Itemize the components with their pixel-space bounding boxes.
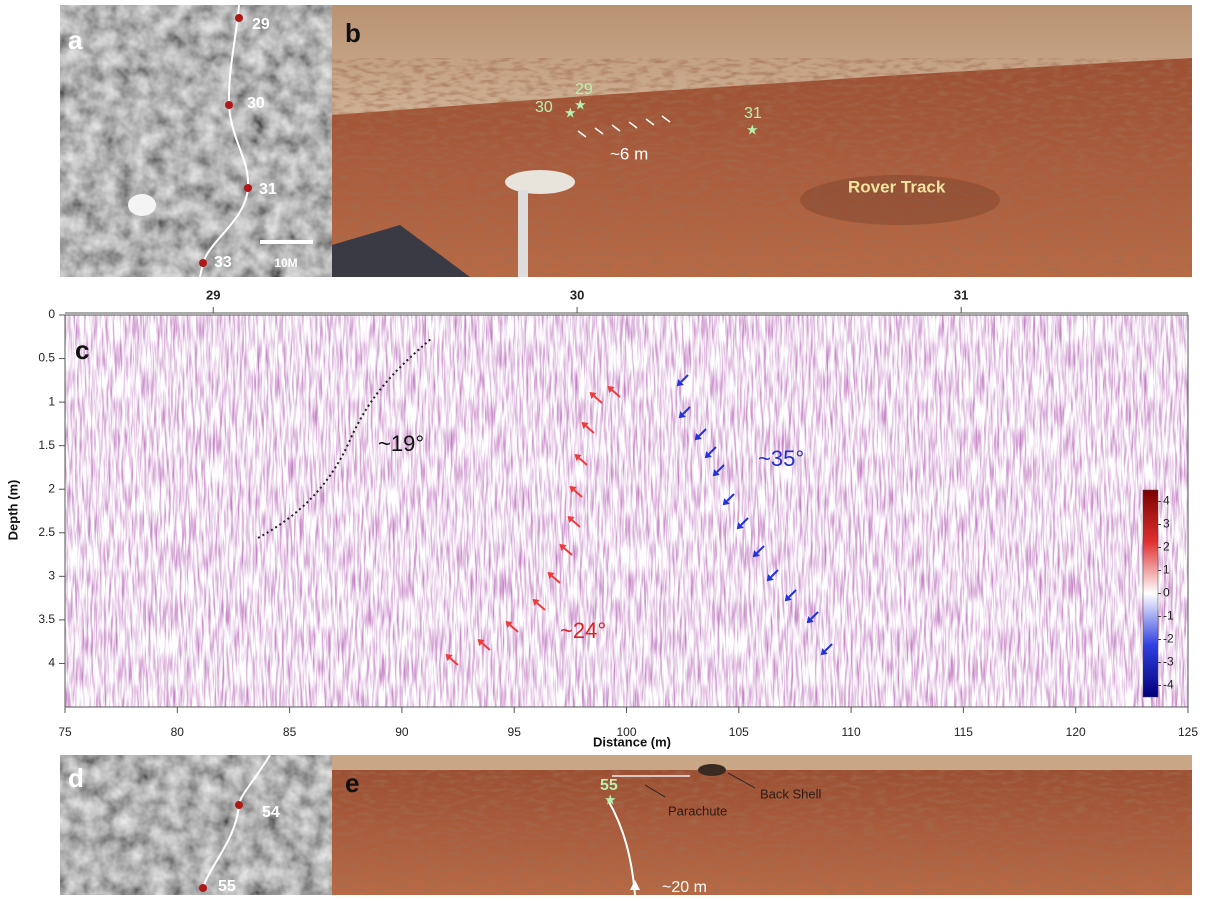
colorbar-tick-label: 0: [1163, 586, 1170, 600]
x-tick-label: 90: [395, 725, 409, 739]
track-label: Rover Track: [848, 177, 946, 196]
top-tick-label: 31: [954, 287, 968, 302]
x-tick-label: 95: [508, 725, 522, 739]
waypoint-dot: [225, 101, 233, 109]
angle-label: ~24°: [560, 618, 606, 643]
panel-letter: c: [75, 335, 89, 365]
colorbar-tick-label: -2: [1163, 632, 1174, 646]
x-tick-label: 110: [842, 725, 861, 739]
waypoint-label: 54: [262, 804, 280, 821]
waypoint-label: 30: [247, 95, 265, 112]
y-axis-label: Depth (m): [5, 480, 20, 541]
y-tick-label: 1: [48, 394, 55, 408]
x-tick-label: 80: [171, 725, 185, 739]
y-tick-label: 3: [48, 569, 55, 583]
y-tick-label: 0: [48, 307, 55, 321]
waypoint-label: 31: [744, 105, 762, 122]
orbital-texture: [60, 5, 332, 277]
panel-letter: a: [68, 25, 83, 55]
colorbar-tick-label: 1: [1163, 563, 1170, 577]
x-tick-label: 100: [616, 725, 636, 739]
waypoint-dot: [199, 259, 207, 267]
angle-label: ~19°: [378, 431, 424, 456]
top-tick-label: 30: [570, 287, 584, 302]
panel-letter: e: [345, 768, 359, 798]
radargram: [65, 315, 1188, 707]
y-tick-label: 0.5: [38, 351, 55, 365]
colorbar-tick-label: 3: [1163, 517, 1170, 531]
waypoint-label: 33: [214, 254, 232, 271]
waypoint-label: 55: [218, 878, 236, 895]
back-shell: [698, 764, 726, 776]
x-tick-label: 115: [954, 725, 973, 739]
x-tick-label: 125: [1178, 725, 1198, 739]
top-tick-label: 29: [206, 287, 220, 302]
mast: [518, 190, 528, 277]
waypoint-dot: [199, 884, 207, 892]
panel-d: d 54 55: [60, 755, 332, 895]
waypoint-label: 31: [259, 181, 277, 198]
y-tick-label: 2.5: [38, 525, 55, 539]
x-tick-label: 120: [1066, 725, 1086, 739]
y-tick-label: 4: [48, 656, 55, 670]
waypoint-dot: [244, 184, 252, 192]
y-tick-label: 3.5: [38, 612, 55, 626]
y-tick-label: 1.5: [38, 438, 55, 452]
panel-e: e 55 ★ Parachute Back Shell ~20 m: [332, 755, 1192, 896]
colorbar-tick-label: -3: [1163, 655, 1174, 669]
distance-label: ~6 m: [610, 144, 648, 163]
waypoint-dot: [235, 14, 243, 22]
back-shell-label: Back Shell: [760, 786, 822, 801]
antenna: [505, 170, 575, 194]
star: ★: [574, 97, 587, 113]
y-tick-label: 2: [48, 481, 55, 495]
star: ★: [604, 792, 617, 808]
figure: a 29 30 31 33 10M b 29 30 31 ★ ★ ★ ~6 m …: [0, 0, 1206, 901]
colorbar: [1143, 490, 1158, 697]
scale-label: 10M: [274, 256, 297, 270]
panel-b: b 29 30 31 ★ ★ ★ ~6 m Rover Track: [332, 5, 1192, 277]
waypoint-label: 29: [575, 81, 593, 98]
colorbar-tick-label: -4: [1163, 678, 1174, 692]
angle-label: ~35°: [758, 446, 804, 471]
panel-letter: b: [345, 18, 361, 48]
orbital-texture: [60, 755, 332, 895]
panel-letter: d: [68, 763, 84, 793]
x-tick-label: 105: [729, 725, 749, 739]
bright-rock: [128, 194, 156, 216]
colorbar-tick-label: -1: [1163, 609, 1174, 623]
panel-a: a 29 30 31 33 10M: [60, 5, 332, 277]
x-tick-label: 75: [58, 725, 72, 739]
parachute-label: Parachute: [668, 803, 727, 818]
waypoint-label: 29: [252, 16, 270, 33]
panel-c: c ~19° ~24° ~35° Distance (m) Depth (m) …: [5, 287, 1198, 749]
colorbar-tick-label: 4: [1163, 494, 1170, 508]
x-tick-label: 85: [283, 725, 297, 739]
star: ★: [746, 122, 759, 138]
waypoint-dot: [235, 801, 243, 809]
waypoint-label: 30: [535, 99, 553, 116]
distance-label: ~20 m: [662, 879, 707, 896]
colorbar-tick-label: 2: [1163, 540, 1170, 554]
